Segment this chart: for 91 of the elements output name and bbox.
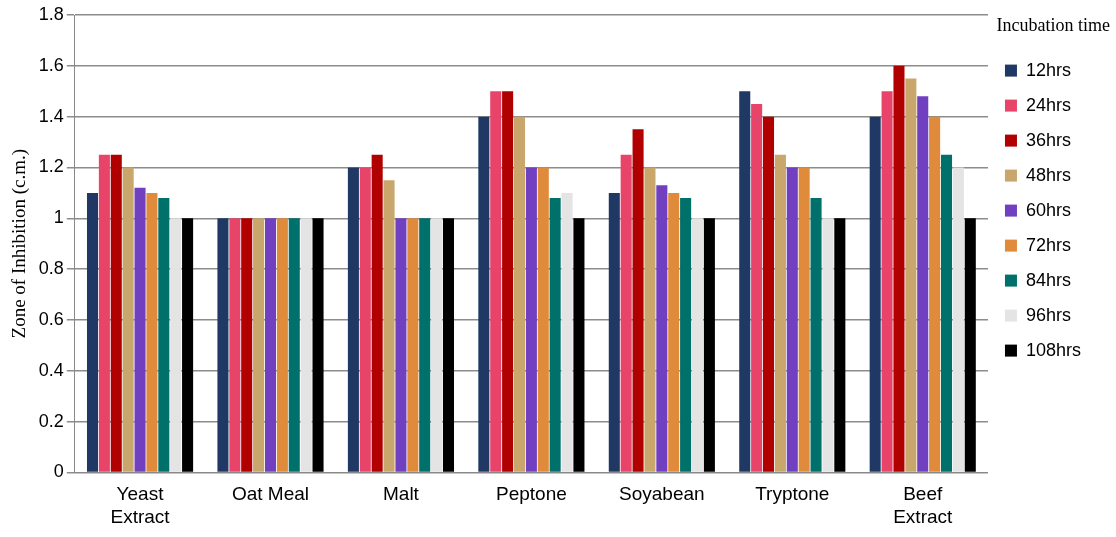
bar [656, 185, 668, 472]
bar [86, 192, 99, 472]
bar [419, 218, 431, 472]
bar [881, 91, 893, 472]
bar [834, 218, 846, 472]
bar [371, 154, 383, 472]
y-tick-label: 1.2 [38, 156, 64, 177]
bar [668, 192, 680, 472]
bar [940, 154, 953, 472]
bar [917, 96, 929, 472]
bar [276, 218, 288, 472]
bar [573, 218, 585, 472]
bar [170, 218, 182, 472]
legend-label: 108hrs [1025, 339, 1082, 360]
y-tick-label: 1 [53, 207, 64, 228]
legend-title: Incubation time [996, 14, 1111, 35]
bar [134, 187, 146, 472]
bar [644, 167, 656, 472]
bar [525, 167, 537, 472]
y-tick-label: 1.8 [38, 3, 64, 24]
bar [442, 218, 455, 472]
x-tick-label: Oat Meal [231, 483, 310, 505]
bar [751, 103, 763, 472]
bar [786, 167, 798, 472]
bar [608, 192, 620, 472]
bar [264, 218, 277, 472]
bar [798, 167, 810, 472]
bar [253, 218, 265, 472]
bar [182, 218, 194, 472]
bar [110, 154, 122, 472]
y-tick-label: 1.4 [38, 105, 64, 126]
legend-label: 36hrs [1025, 129, 1071, 150]
bar [383, 180, 395, 472]
x-tick-label: Peptone [495, 483, 567, 505]
x-tick-label: Beef Extract [893, 483, 954, 527]
bar [561, 192, 573, 472]
y-tick-label: 0 [53, 461, 64, 482]
bar [122, 167, 134, 472]
bar [407, 218, 419, 472]
y-tick-label: 0.8 [38, 258, 64, 279]
bar [502, 91, 514, 472]
y-tick-label: 0.4 [38, 359, 64, 380]
bar [774, 154, 786, 472]
bar [241, 218, 253, 472]
legend-label: 84hrs [1025, 269, 1071, 290]
y-tick-label: 1.6 [38, 54, 64, 75]
bar [158, 197, 170, 472]
bar [739, 91, 751, 472]
bar [300, 218, 312, 472]
bar [98, 154, 110, 472]
bar [893, 65, 905, 472]
bar [691, 218, 704, 472]
bar [395, 218, 407, 472]
bar [810, 197, 822, 472]
bar [905, 78, 917, 472]
legend-label: 12hrs [1025, 59, 1071, 80]
bar [288, 218, 300, 472]
bar [964, 218, 976, 472]
bar [478, 116, 490, 472]
y-tick-label: 0.6 [38, 308, 64, 329]
legend-label: 48hrs [1025, 164, 1071, 185]
legend-label: 60hrs [1025, 199, 1071, 220]
bar [537, 167, 549, 472]
x-tick-label: Malt [382, 483, 420, 505]
bar [762, 116, 775, 472]
bar [680, 197, 692, 472]
x-tick-label: Soyabean [619, 483, 705, 505]
bar [229, 218, 241, 472]
bar [312, 218, 324, 472]
bar [703, 218, 715, 472]
legend-label: 96hrs [1025, 304, 1071, 325]
x-tick-label: Tryptone [755, 483, 830, 505]
bar [822, 218, 834, 472]
legend-label: 72hrs [1025, 234, 1071, 255]
legend-label: 24hrs [1025, 94, 1071, 115]
x-tick-label: Yeast Extract [110, 483, 171, 527]
y-axis-title: Zone of Inhibition (c.m.) [8, 148, 31, 339]
bar [359, 167, 371, 472]
bar [146, 192, 158, 472]
bar [869, 116, 881, 472]
y-tick-label: 0.2 [38, 410, 64, 431]
bar [431, 218, 443, 472]
bar [217, 218, 229, 472]
bar [513, 116, 526, 472]
bar [952, 167, 964, 472]
bar [490, 91, 502, 472]
bar [620, 154, 632, 472]
bar [347, 167, 359, 472]
bar [929, 116, 941, 472]
bar [632, 129, 644, 472]
bar [549, 197, 561, 472]
